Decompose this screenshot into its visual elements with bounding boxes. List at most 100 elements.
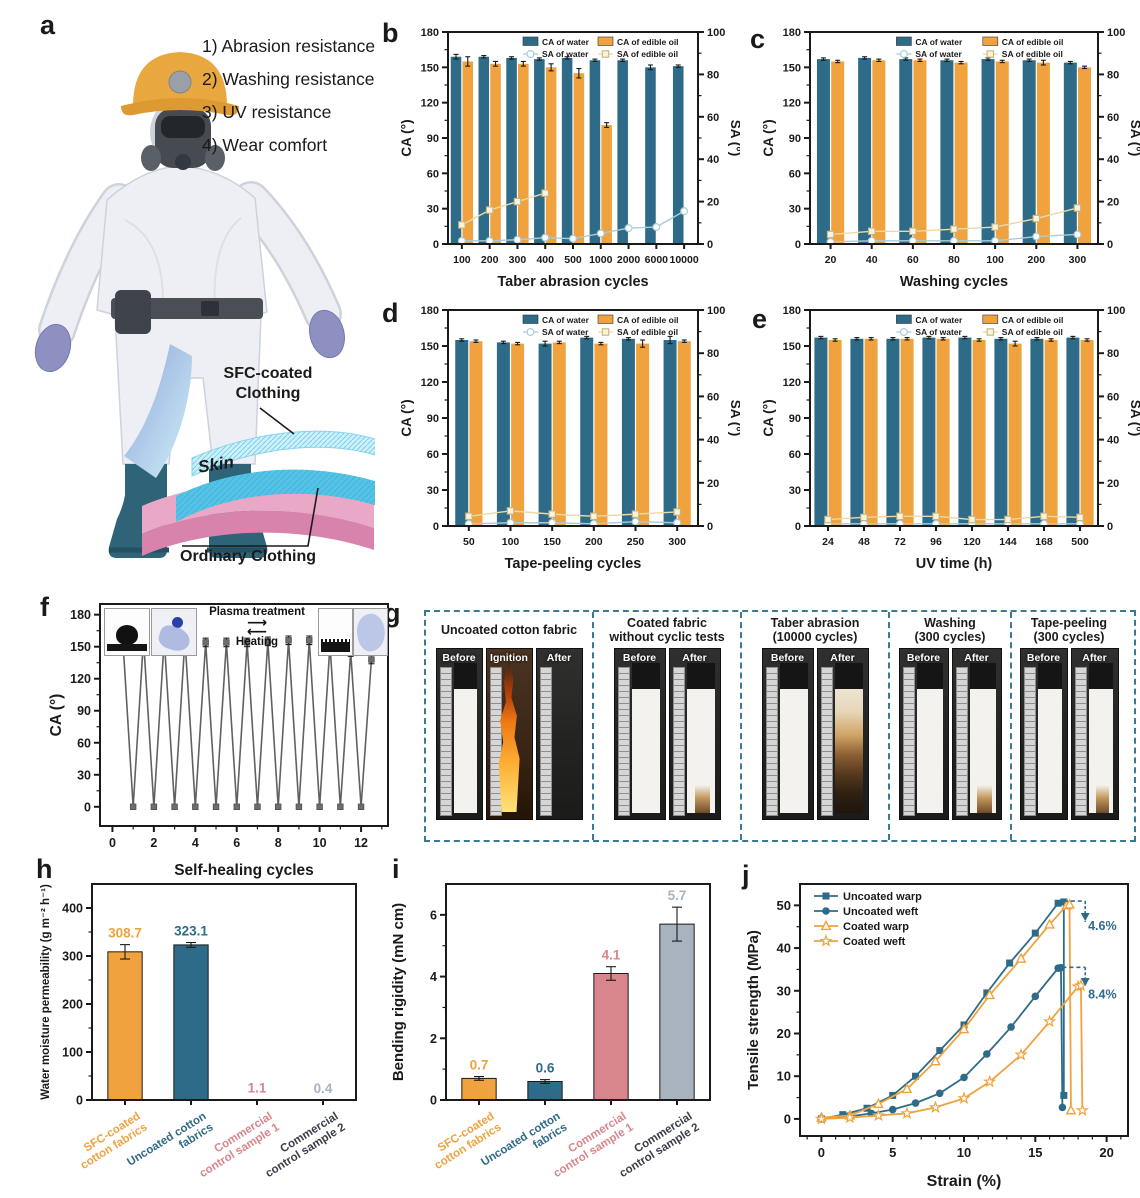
- svg-text:0: 0: [818, 1145, 825, 1160]
- svg-text:0.6: 0.6: [536, 1061, 555, 1076]
- fabric-layers-diagram: [124, 344, 375, 556]
- svg-text:0: 0: [784, 1111, 791, 1126]
- forward-arrow-icon: ⟶: [246, 614, 268, 630]
- svg-text:150: 150: [421, 341, 439, 353]
- svg-text:20: 20: [1107, 197, 1119, 209]
- svg-text:5.7: 5.7: [668, 888, 687, 903]
- svg-text:2: 2: [430, 1032, 437, 1046]
- svg-text:72: 72: [894, 536, 906, 548]
- legend: CA of water CA of edible oil SA of water SA…: [896, 36, 1063, 59]
- fabric-test-photo: Ignition: [485, 648, 533, 820]
- requirement-item: 4) Wear comfort: [202, 135, 328, 155]
- svg-text:180: 180: [421, 27, 439, 39]
- fabric-surface-icon: [107, 644, 147, 651]
- svg-text:48: 48: [858, 536, 870, 548]
- svg-text:90: 90: [427, 413, 439, 425]
- svg-text:60: 60: [427, 168, 439, 180]
- sfc-coated-clothing-label: SFC-coated Clothing: [198, 364, 338, 404]
- svg-text:40: 40: [1107, 154, 1119, 166]
- svg-text:4: 4: [192, 836, 199, 850]
- requirement-item: 3) UV resistance: [202, 102, 332, 122]
- svg-text:120: 120: [783, 377, 801, 389]
- svg-text:100: 100: [453, 254, 471, 266]
- svg-text:6000: 6000: [645, 254, 669, 266]
- svg-text:90: 90: [77, 704, 91, 718]
- bars: [455, 335, 691, 526]
- test-group-title: Taber abrasion (10000 cycles): [770, 616, 860, 644]
- svg-text:308.7: 308.7: [108, 926, 142, 941]
- svg-text:UV time (h): UV time (h): [916, 556, 993, 572]
- dyed-droplet-icon: [171, 617, 183, 628]
- ruler-icon: [765, 667, 778, 816]
- superhydrophobic-droplet-inset: [104, 608, 150, 656]
- test-group: Washing (300 cycles) Before After: [890, 612, 1012, 840]
- svg-text:144: 144: [999, 536, 1017, 548]
- svg-text:SA (°): SA (°): [1128, 120, 1140, 156]
- svg-text:20: 20: [707, 197, 719, 209]
- tensile-strength-chart: 4.6% 8.4% 0 10 20 30 40 50 0 5 10 15 20 Strain (%) Ten…: [745, 883, 1129, 1190]
- svg-text:SA of edible oil: SA of edible oil: [617, 327, 678, 337]
- svg-text:2000: 2000: [617, 254, 641, 266]
- test-group-title: Tape-peeling (300 cycles): [1030, 616, 1108, 644]
- ruler-icon: [902, 667, 915, 816]
- axes: 0 30 60 90 120 150 180 0 20 40 60 80 100 24 48 72 96 120 1…: [783, 305, 1126, 548]
- sfc-leader-line: [259, 407, 295, 435]
- fabric-test-photo: After: [1070, 648, 1119, 820]
- svg-text:Bending rigidity (mN cm): Bending rigidity (mN cm): [390, 903, 407, 1081]
- svg-text:40: 40: [707, 435, 719, 447]
- svg-text:CA (°): CA (°): [761, 119, 776, 156]
- svg-text:0: 0: [430, 1094, 437, 1108]
- svg-text:250: 250: [627, 536, 645, 548]
- test-group-title: Uncoated cotton fabric: [440, 623, 578, 637]
- svg-text:10: 10: [313, 836, 327, 850]
- svg-text:6: 6: [233, 836, 240, 850]
- sfc-label-line1: SFC-coated: [223, 365, 313, 382]
- svg-text:0: 0: [433, 239, 439, 251]
- svg-text:60: 60: [707, 391, 719, 403]
- test-group: Coated fabric without cyclic tests Before A…: [594, 612, 742, 840]
- svg-text:30: 30: [427, 485, 439, 497]
- svg-text:0: 0: [795, 521, 801, 533]
- svg-text:0: 0: [109, 836, 116, 850]
- svg-text:120: 120: [783, 98, 801, 110]
- svg-text:400: 400: [62, 902, 83, 916]
- bars: 308.7 323.1 1.1 0.4: [107, 924, 341, 1101]
- svg-text:8.4%: 8.4%: [1088, 987, 1117, 1001]
- svg-text:1.1: 1.1: [248, 1080, 267, 1095]
- fabric-strip: [686, 675, 715, 813]
- svg-text:100: 100: [62, 1046, 83, 1060]
- photo-stage-label: Before: [1026, 652, 1061, 664]
- ruler-icon: [1074, 667, 1087, 816]
- svg-text:20: 20: [1107, 478, 1119, 490]
- svg-text:SA of edible oil: SA of edible oil: [617, 49, 678, 59]
- svg-text:CA of water: CA of water: [542, 37, 590, 47]
- svg-text:40: 40: [777, 941, 791, 956]
- axes: 0 30 60 90 120 150 180 0 20 40 60 80 100 20 40 60 80 100 2…: [783, 27, 1126, 266]
- svg-text:SA of water: SA of water: [542, 49, 589, 59]
- fabric-test-photo: Before: [435, 648, 483, 820]
- legend: Uncoated warp Uncoated weft Coated warp Coa…: [814, 891, 922, 948]
- svg-text:200: 200: [481, 254, 499, 266]
- svg-text:50: 50: [777, 898, 791, 913]
- test-group: Tape-peeling (300 cycles) Before After: [1012, 612, 1126, 840]
- stain-blob-icon: [353, 611, 388, 653]
- svg-text:323.1: 323.1: [174, 924, 208, 939]
- svg-text:4.6%: 4.6%: [1088, 919, 1117, 933]
- svg-text:300: 300: [62, 950, 83, 964]
- protective-clothing-illustration: [34, 52, 375, 558]
- svg-text:0: 0: [707, 239, 713, 251]
- fabric-strip: [779, 675, 808, 813]
- svg-text:CA of edible oil: CA of edible oil: [617, 37, 679, 47]
- svg-text:0: 0: [76, 1094, 83, 1108]
- fabric-test-photo: Before: [1019, 648, 1068, 820]
- ruler-icon: [672, 667, 685, 816]
- svg-text:CA (°): CA (°): [48, 694, 65, 737]
- ordinary-clothing-label: Ordinary Clothing: [180, 548, 316, 565]
- svg-text:SA of edible oil: SA of edible oil: [1002, 327, 1063, 337]
- svg-text:Strain (%): Strain (%): [927, 1173, 1002, 1190]
- svg-text:180: 180: [421, 305, 439, 317]
- belt-pouch: [115, 290, 151, 334]
- peeling-coating-curl: [124, 344, 192, 478]
- panel-letter-h: h: [36, 854, 53, 884]
